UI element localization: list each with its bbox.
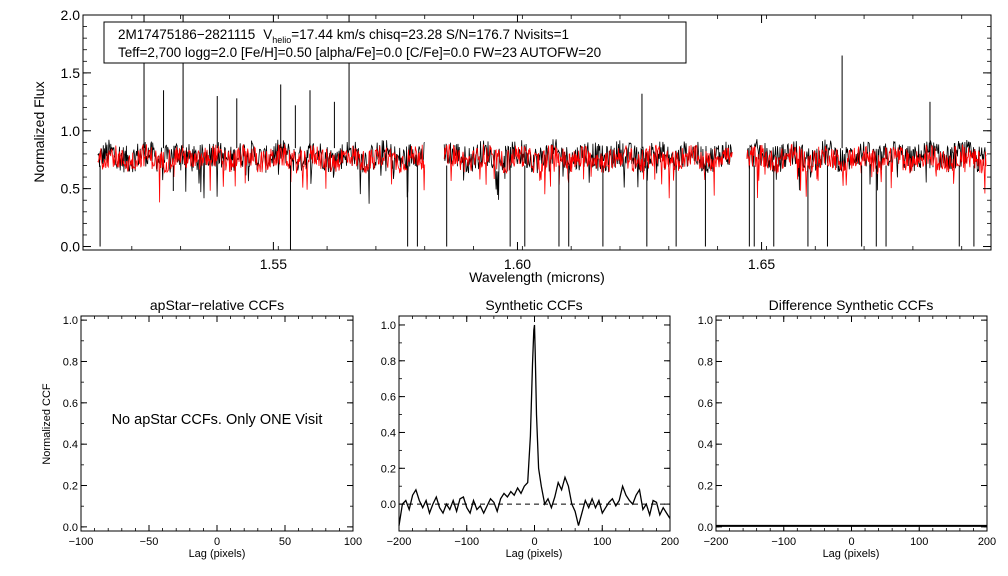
v-symbol: V [263,27,272,42]
apstar-ccf-title: apStar−relative CCFs [150,297,284,313]
y-tick-label: 0.6 [698,398,713,410]
spectrum-axes-frame [82,14,992,251]
spectrum-series-synthetic-model [746,143,987,199]
y-tick-label: 0.0 [381,499,396,511]
spectrum-panel: 1.55 1.60 1.65 0.0 0.5 1.0 1.5 2.0 Wavelength (… [31,7,992,285]
synthetic-ccf-title: Synthetic CCFs [485,297,582,313]
info-line-2: Teff=2,700 logg=2.0 [Fe/H]=0.50 [alpha/F… [118,45,601,60]
synthetic-ccf-line [398,324,671,526]
y-tick-label: 0.0 [698,522,713,534]
y-tick-label: 0.5 [61,181,81,197]
x-tick-label: 0 [531,536,537,548]
apstar-ccf-panel: apStar−relative CCFs −100 −50 0 50 100 0.0 0.2… [41,297,362,560]
x-tick-label: −200 [387,536,412,548]
x-tick-label: 0 [214,536,220,548]
y-tick-label: 1.0 [61,123,81,139]
difference-ccf-xlabel: Lag (pixels) [823,548,880,560]
x-tick-label: 1.60 [504,256,531,272]
y-tick-label: 0.0 [63,522,78,534]
y-tick-label: 0.4 [698,439,713,451]
y-tick-label: 0.0 [61,239,81,255]
star-id: 2M17475186−2821115 [118,27,255,42]
difference-ccf-panel: Difference Synthetic CCFs −200 −100 0 100 20… [698,297,996,560]
spectrum-series-synthetic-model [97,143,426,203]
y-tick-label: 0.2 [698,481,713,493]
y-tick-label: 0.8 [381,356,396,368]
apstar-ccf-ylabel: Normalized CCF [41,383,53,465]
info-box: 2M17475186−2821115 Vhelio=17.44 km/s chis… [103,21,687,64]
y-tick-label: 0.8 [63,356,78,368]
x-tick-label: 1.65 [748,256,775,272]
info-box-frame [103,21,687,64]
y-tick-label: 0.4 [381,427,396,439]
x-tick-label: −50 [140,536,159,548]
spectrum-series-synthetic-model [443,144,733,199]
x-tick-label: 100 [593,536,611,548]
x-tick-label: 50 [279,536,291,548]
y-tick-label: 0.2 [63,481,78,493]
y-tick-label: 0.4 [63,439,78,451]
x-tick-label: 1.55 [260,256,287,272]
x-tick-label: −100 [69,536,94,548]
fit-stats: =17.44 km/s chisq=23.28 S/N=176.7 Nvisit… [291,27,569,42]
synthetic-ccf-panel: Synthetic CCFs −200 −100 0 100 200 0.0 0.2 0.4 0… [381,297,679,560]
difference-ccf-axes: −200 −100 0 100 200 0.0 0.2 0.4 0.6 0.8 1.0 [698,315,996,548]
y-tick-label: 0.6 [63,398,78,410]
difference-ccf-title: Difference Synthetic CCFs [769,297,934,313]
apstar-ccf-axes: −100 −50 0 50 100 0.0 0.2 0.4 0.6 0.8 1.0 [63,315,362,548]
synthetic-ccf-xlabel: Lag (pixels) [506,548,563,560]
y-tick-label: 1.0 [63,315,78,327]
synthetic-ccf-data [398,324,671,526]
no-ccf-message: No apStar CCFs. Only ONE Visit [112,412,323,428]
y-tick-label: 2.0 [61,7,81,23]
synthetic-ccf-axes: −200 −100 0 100 200 0.0 0.2 0.4 0.6 0.8 1.0 [381,316,679,548]
spectrum-axes: 1.55 1.60 1.65 0.0 0.5 1.0 1.5 2.0 [61,7,991,272]
x-tick-label: 0 [848,536,854,548]
y-tick-label: 0.8 [698,356,713,368]
spectrum-xlabel: Wavelength (microns) [469,269,605,285]
apstar-ccf-xlabel: Lag (pixels) [189,548,246,560]
x-tick-label: −100 [454,536,479,548]
info-line-1: 2M17475186−2821115 Vhelio=17.44 km/s chis… [118,27,569,45]
x-tick-label: 200 [661,536,679,548]
x-tick-label: 200 [978,536,996,548]
spectrum-ylabel: Normalized Flux [31,81,47,182]
y-tick-label: 1.0 [381,320,396,332]
y-tick-label: 1.0 [698,315,713,327]
spectrum-data [97,15,987,250]
y-tick-label: 0.2 [381,463,396,475]
y-tick-label: 1.5 [61,65,81,81]
x-tick-label: −100 [771,536,796,548]
x-tick-label: 100 [344,536,362,548]
v-subscript: helio [272,35,291,45]
y-tick-label: 0.6 [381,392,396,404]
x-tick-label: 100 [910,536,928,548]
x-tick-label: −200 [704,536,729,548]
